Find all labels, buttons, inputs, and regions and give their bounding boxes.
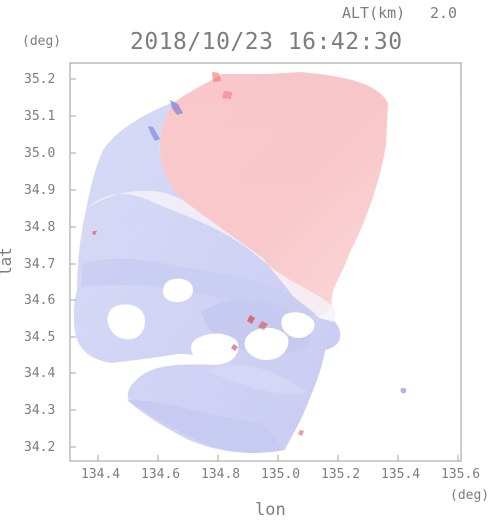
- altitude-label: ALT(km): [342, 4, 405, 22]
- y-tick-34-8: 34.8: [24, 220, 76, 235]
- x-tick-label: 135.2: [321, 467, 360, 482]
- y-tick-35-0: 35.0: [24, 146, 76, 161]
- y-tick-label: 34.6: [24, 293, 55, 308]
- radar-field: [70, 63, 461, 461]
- x-tick-134-8: 134.8: [201, 455, 240, 482]
- y-tick-label: 34.5: [24, 330, 55, 345]
- y-tick-34-3: 34.3: [24, 403, 76, 418]
- y-tick-label: 34.3: [24, 403, 55, 418]
- y-tick-35-1: 35.1: [24, 109, 76, 124]
- right-unit-label: (deg): [450, 488, 489, 503]
- y-tick-label: 35.0: [24, 146, 55, 161]
- x-axis-label: lon: [255, 500, 286, 520]
- y-tick-label: 35.1: [24, 109, 55, 124]
- y-axis: 35.2 35.1 35.0 34.9 34.8 34.7: [24, 72, 76, 455]
- x-tick-label: 135.0: [261, 467, 300, 482]
- x-tick-135-0: 135.0: [261, 455, 300, 482]
- timestamp: 2018/10/23 16:42:30: [130, 29, 403, 55]
- x-tick-label: 134.8: [201, 467, 240, 482]
- y-tick-label: 34.8: [24, 220, 55, 235]
- x-tick-134-6: 134.6: [141, 455, 180, 482]
- y-tick-34-9: 34.9: [24, 183, 76, 198]
- y-tick-34-2: 34.2: [24, 440, 76, 455]
- y-axis-label: lat: [0, 247, 15, 276]
- y-tick-label: 34.4: [24, 366, 55, 381]
- x-tick-135-2: 135.2: [321, 455, 360, 482]
- x-tick-134-4: 134.4: [81, 455, 120, 482]
- overlay-fade: [70, 63, 461, 461]
- x-tick-135-4: 135.4: [381, 455, 420, 482]
- x-tick-label: 135.4: [381, 467, 420, 482]
- y-tick-34-6: 34.6: [24, 293, 76, 308]
- x-tick-135-6: 135.6: [441, 455, 480, 482]
- y-tick-34-7: 34.7: [24, 257, 76, 272]
- x-axis: 134.4 134.6 134.8 135.0 135.2 135.4: [81, 455, 480, 482]
- altitude-value: 2.0: [430, 4, 457, 22]
- y-tick-label: 34.7: [24, 257, 55, 272]
- y-tick-label: 35.2: [24, 72, 55, 87]
- y-tick-34-5: 34.5: [24, 330, 76, 345]
- x-tick-label: 134.4: [81, 467, 120, 482]
- y-tick-label: 34.9: [24, 183, 55, 198]
- y-tick-35-2: 35.2: [24, 72, 76, 87]
- y-tick-34-4: 34.4: [24, 366, 76, 381]
- left-unit-label: (deg): [22, 34, 61, 49]
- x-tick-label: 134.6: [141, 467, 180, 482]
- y-tick-label: 34.2: [24, 440, 55, 455]
- x-tick-label: 135.6: [441, 467, 480, 482]
